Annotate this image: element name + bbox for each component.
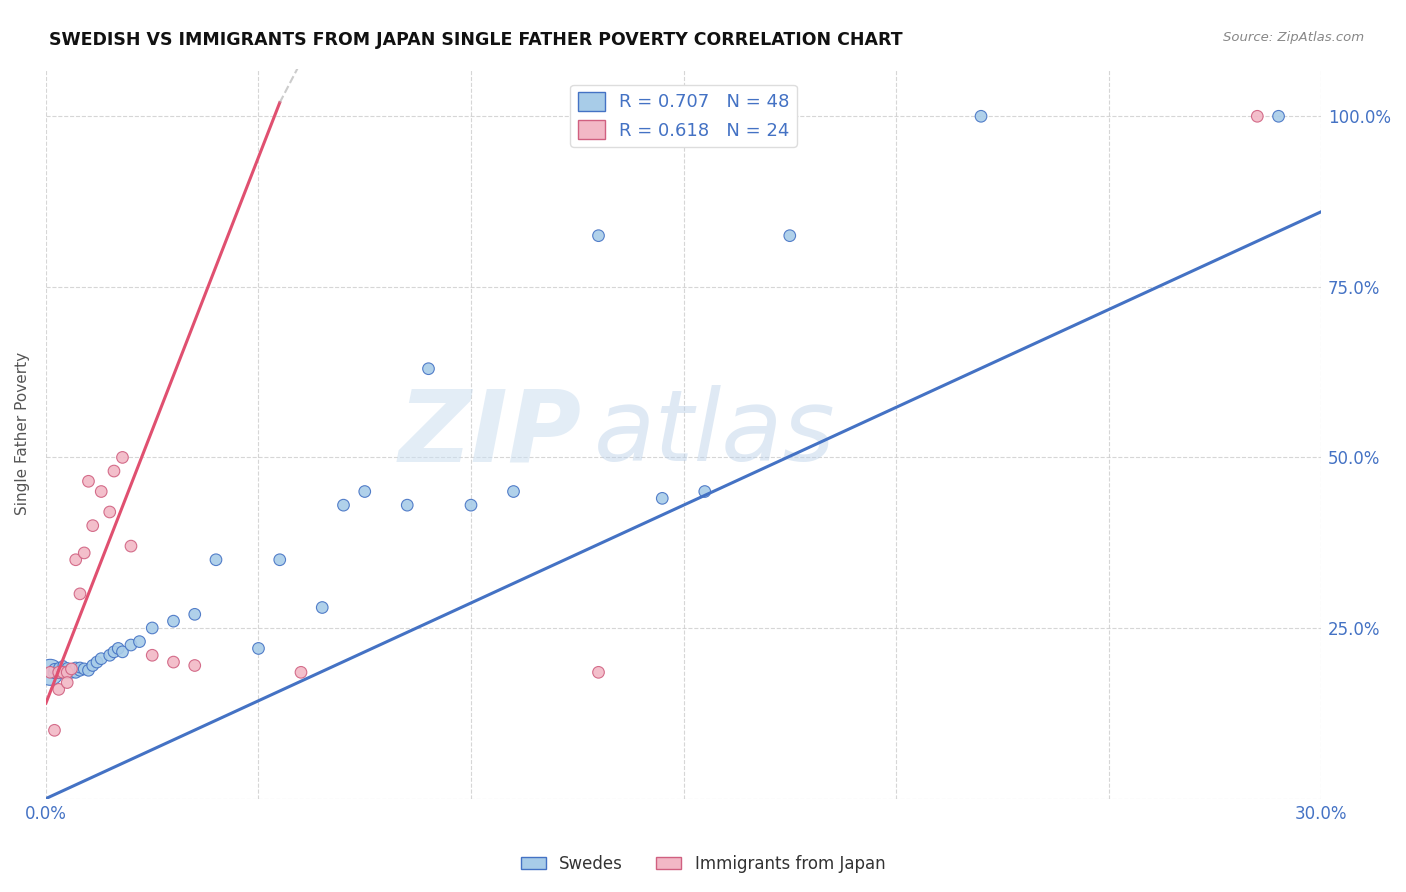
Point — [44, 665, 66, 680]
Point — [693, 484, 716, 499]
Point — [56, 675, 79, 690]
Point — [290, 665, 312, 680]
Point — [460, 498, 482, 512]
Point — [332, 498, 354, 512]
Point — [48, 660, 70, 674]
Point — [103, 645, 125, 659]
Point — [162, 655, 184, 669]
Point — [69, 663, 91, 677]
Point — [90, 651, 112, 665]
Point — [141, 621, 163, 635]
Point — [77, 663, 100, 677]
Legend: R = 0.707   N = 48, R = 0.618   N = 24: R = 0.707 N = 48, R = 0.618 N = 24 — [571, 85, 797, 147]
Point — [56, 663, 79, 677]
Point — [60, 662, 83, 676]
Point — [502, 484, 524, 499]
Point — [65, 660, 87, 674]
Point — [1246, 109, 1268, 123]
Point — [56, 665, 79, 680]
Point — [65, 553, 87, 567]
Point — [48, 665, 70, 680]
Point — [107, 641, 129, 656]
Point — [98, 505, 121, 519]
Point — [48, 682, 70, 697]
Point — [56, 665, 79, 680]
Point — [86, 655, 108, 669]
Point — [269, 553, 291, 567]
Point — [73, 662, 96, 676]
Point — [779, 228, 801, 243]
Point — [82, 518, 104, 533]
Point — [120, 638, 142, 652]
Point — [52, 662, 75, 676]
Point — [588, 665, 610, 680]
Point — [52, 665, 75, 680]
Point — [353, 484, 375, 499]
Point — [162, 614, 184, 628]
Point — [184, 607, 207, 622]
Point — [1267, 109, 1289, 123]
Point — [90, 484, 112, 499]
Point — [48, 665, 70, 680]
Point — [52, 665, 75, 680]
Point — [184, 658, 207, 673]
Point — [65, 665, 87, 680]
Point — [39, 665, 62, 680]
Point — [588, 228, 610, 243]
Point — [247, 641, 270, 656]
Text: atlas: atlas — [595, 385, 837, 482]
Point — [52, 658, 75, 673]
Point — [39, 665, 62, 680]
Point — [651, 491, 673, 506]
Point — [311, 600, 333, 615]
Point — [111, 450, 134, 465]
Point — [60, 662, 83, 676]
Point — [44, 662, 66, 676]
Point — [77, 475, 100, 489]
Point — [44, 723, 66, 738]
Y-axis label: Single Father Poverty: Single Father Poverty — [15, 352, 30, 515]
Point — [141, 648, 163, 663]
Point — [73, 546, 96, 560]
Point — [69, 587, 91, 601]
Text: Source: ZipAtlas.com: Source: ZipAtlas.com — [1223, 31, 1364, 45]
Point — [69, 660, 91, 674]
Point — [56, 660, 79, 674]
Text: ZIP: ZIP — [398, 385, 582, 482]
Point — [396, 498, 419, 512]
Point — [98, 648, 121, 663]
Text: SWEDISH VS IMMIGRANTS FROM JAPAN SINGLE FATHER POVERTY CORRELATION CHART: SWEDISH VS IMMIGRANTS FROM JAPAN SINGLE … — [49, 31, 903, 49]
Point — [120, 539, 142, 553]
Point — [128, 634, 150, 648]
Point — [103, 464, 125, 478]
Point — [48, 663, 70, 677]
Point — [205, 553, 228, 567]
Point — [418, 361, 440, 376]
Point — [60, 665, 83, 680]
Point — [82, 658, 104, 673]
Point — [970, 109, 993, 123]
Legend: Swedes, Immigrants from Japan: Swedes, Immigrants from Japan — [515, 848, 891, 880]
Point — [111, 645, 134, 659]
